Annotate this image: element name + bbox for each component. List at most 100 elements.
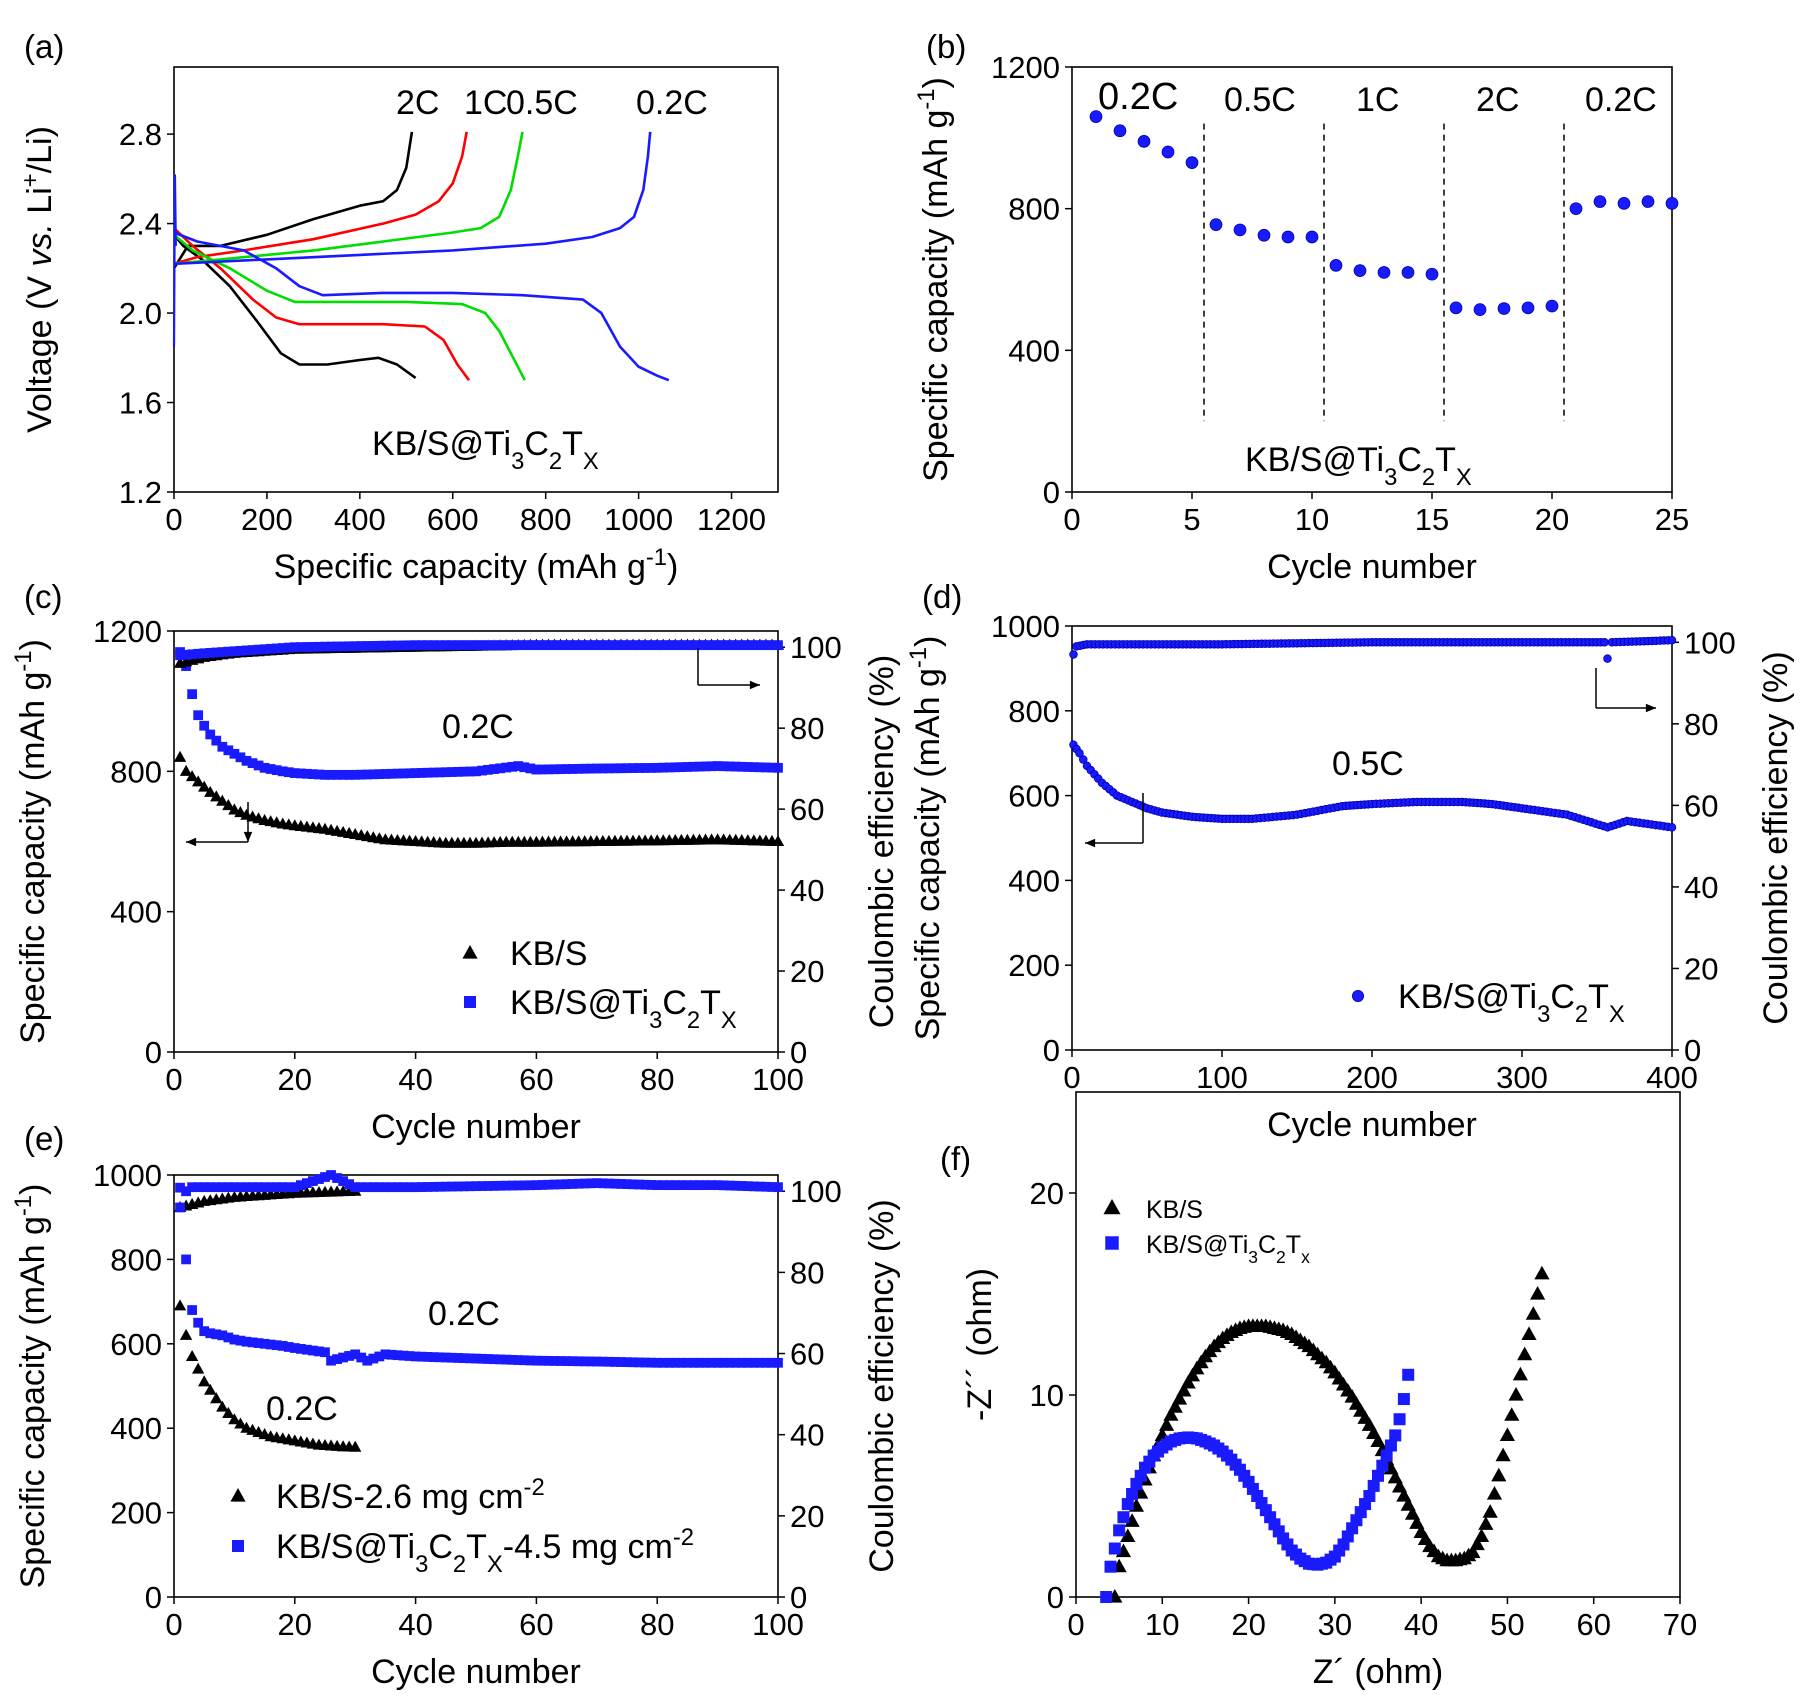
data-point xyxy=(742,1181,753,1192)
data-point xyxy=(289,1343,300,1353)
y-tick-label: 0 xyxy=(145,1580,162,1615)
data-point xyxy=(332,769,342,780)
data-point xyxy=(519,640,530,651)
legend-marker xyxy=(464,996,476,1008)
x-tick-label: 60 xyxy=(1576,1607,1610,1642)
data-point xyxy=(1376,1459,1389,1472)
data-point xyxy=(495,763,506,774)
data-point xyxy=(519,1180,530,1191)
data-point xyxy=(211,647,222,658)
data-point xyxy=(658,640,669,651)
data-point xyxy=(1495,1447,1511,1462)
data-point xyxy=(1473,303,1487,316)
data-point xyxy=(422,640,433,651)
series-KB-S xyxy=(1107,1265,1550,1603)
data-point xyxy=(1176,1382,1192,1397)
data-point xyxy=(410,768,421,778)
plot-frame-b xyxy=(1071,66,1673,493)
data-point xyxy=(646,1180,657,1190)
data-point xyxy=(537,1355,548,1366)
data-point xyxy=(308,1176,318,1186)
data-point xyxy=(1257,228,1271,242)
data-point xyxy=(416,1182,427,1192)
data-point xyxy=(573,1356,584,1367)
data-point xyxy=(193,1317,204,1328)
data-point xyxy=(374,1351,385,1362)
data-point xyxy=(1617,197,1631,210)
data-point xyxy=(392,1350,403,1361)
data-point xyxy=(338,769,348,780)
x-tick-label: 5 xyxy=(1183,502,1200,537)
data-point xyxy=(410,1182,421,1193)
x-tick-label: 200 xyxy=(1346,1060,1398,1095)
data-point xyxy=(610,1178,620,1189)
data-point xyxy=(531,764,542,775)
y-tick-label: 400 xyxy=(1008,863,1060,898)
data-point xyxy=(555,640,566,651)
data-point xyxy=(320,1347,330,1358)
data-point xyxy=(525,1180,536,1191)
data-point xyxy=(712,761,723,771)
data-point xyxy=(356,769,367,780)
data-point xyxy=(634,640,644,651)
data-point xyxy=(1389,1429,1402,1442)
data-point xyxy=(501,762,512,773)
data-point xyxy=(591,640,602,651)
data-point xyxy=(706,1357,717,1368)
legend-label: KB/S@Ti3C2Tx xyxy=(1146,1231,1310,1267)
rate-label: 0.2C xyxy=(1585,81,1657,119)
data-point xyxy=(253,1182,264,1193)
data-point xyxy=(392,768,403,779)
panel-label: (e) xyxy=(24,1120,64,1157)
series-line-2C-charge xyxy=(172,131,414,269)
data-point xyxy=(241,645,252,656)
data-point xyxy=(181,649,191,660)
legend-marker xyxy=(232,1540,244,1552)
data-point xyxy=(175,1182,185,1193)
x-tick-label: 20 xyxy=(1535,502,1569,537)
data-point xyxy=(1075,748,1084,758)
data-point xyxy=(374,1182,385,1193)
y-tick-label: 800 xyxy=(1008,694,1060,729)
x-tick-label: 60 xyxy=(519,1607,553,1642)
data-point xyxy=(640,640,650,651)
data-point xyxy=(1593,195,1607,208)
plot-frame-d xyxy=(1071,625,1673,1051)
data-point xyxy=(446,767,457,777)
data-point xyxy=(198,1375,211,1387)
data-point xyxy=(549,1179,560,1190)
data-point xyxy=(712,1180,723,1191)
data-point xyxy=(459,766,469,777)
data-point xyxy=(549,764,560,775)
data-point xyxy=(567,1356,578,1367)
data-point xyxy=(1667,636,1677,645)
data-point xyxy=(259,644,270,655)
data-point xyxy=(277,1182,288,1193)
data-point xyxy=(392,1182,403,1193)
data-point xyxy=(670,762,681,773)
rate-label: 0.2C xyxy=(266,1390,338,1428)
data-point xyxy=(610,763,620,774)
data-point xyxy=(549,1356,560,1366)
x-tick-label: 20 xyxy=(278,1607,312,1642)
data-point xyxy=(398,640,409,651)
data-point xyxy=(1425,267,1439,281)
data-point xyxy=(386,1182,397,1193)
data-point xyxy=(543,764,554,775)
data-point xyxy=(428,640,439,651)
data-point xyxy=(302,768,312,779)
data-point xyxy=(771,835,785,847)
data-point xyxy=(205,647,216,658)
y-axis-label: Specific capacity (mAh g-1) xyxy=(10,639,53,1044)
data-point xyxy=(1491,1467,1507,1482)
data-point xyxy=(767,640,777,651)
data-point xyxy=(271,1182,282,1193)
data-point xyxy=(712,1357,723,1368)
data-point xyxy=(688,640,699,651)
data-point xyxy=(191,775,205,787)
x-tick-label: 10 xyxy=(1145,1607,1179,1642)
series-KB-S-Ti3C2TX-CE xyxy=(1069,636,1677,663)
data-point xyxy=(253,760,264,771)
data-point xyxy=(513,761,524,771)
x-tick-label: 100 xyxy=(1196,1060,1248,1095)
